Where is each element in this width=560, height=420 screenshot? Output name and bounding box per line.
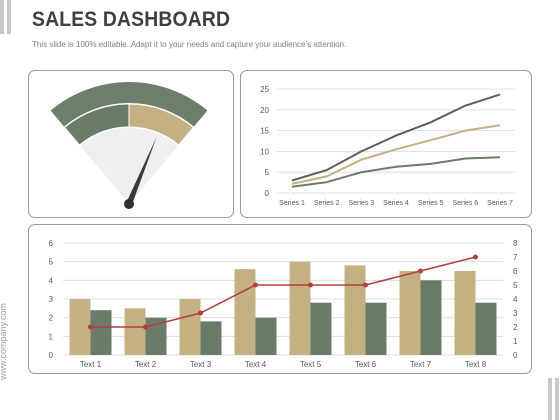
bar-chart-panel: 0 1 2 3 4 5 6 0 1 2 3 4 5 6 7 8 Text 1 Text 2 Text 3 Text 4… [28, 224, 532, 374]
line-chart-y-tick: 10 [260, 147, 269, 156]
bar-series-2 [420, 280, 442, 355]
bar-series-1 [454, 271, 476, 355]
bar-chart-y2-tick: 4 [513, 295, 518, 304]
gauge-panel [28, 70, 234, 218]
combo-line-point [418, 268, 423, 274]
line-chart-panel: 0 5 10 15 20 25 Series 1 Series 2 Series 3 Series… [240, 70, 532, 218]
bar-series-1 [124, 308, 146, 355]
page-title: SALES DASHBOARD [32, 8, 231, 31]
combo-line-point [143, 324, 148, 330]
page-subtitle: This slide is 100% editable. Adapt it to… [32, 40, 347, 49]
bar-chart-y2-tick: 3 [513, 309, 518, 318]
gauge-outer-band [50, 82, 208, 127]
line-chart-x-tick: Series 1 [279, 200, 305, 207]
line-chart-x-tick: Series 6 [452, 200, 478, 207]
bar-chart-y2-tick: 5 [513, 281, 518, 290]
bar-series-2 [310, 302, 332, 355]
line-series-2 [291, 124, 501, 185]
bar-chart-y2-tick: 7 [513, 253, 518, 262]
watermark-text: www.company.com [0, 303, 8, 380]
bar-chart-y2-tick: 1 [513, 337, 518, 346]
corner-accent-bottom-right [548, 378, 552, 420]
gauge-needle [126, 137, 157, 206]
bar-chart-y2-tick: 6 [513, 267, 518, 276]
bar-chart-y2-tick: 0 [513, 351, 518, 360]
bar-chart-y-tick: 1 [49, 332, 54, 341]
corner-accent-top-left-inner [7, 0, 11, 34]
bar-chart-y-tick: 3 [49, 295, 54, 304]
bar-chart-x-tick: Text 5 [300, 360, 322, 369]
bar-series-1 [289, 261, 311, 355]
bar-series-1 [344, 265, 366, 355]
combo-line-point [253, 282, 258, 288]
line-series-1 [291, 93, 501, 182]
bar-series-2 [200, 321, 222, 355]
corner-accent-top-left [0, 0, 4, 34]
bar-chart-x-tick: Text 3 [190, 360, 212, 369]
gauge-chart [50, 82, 208, 209]
combo-line-point [198, 310, 203, 316]
bar-chart-x-tick: Text 7 [410, 360, 432, 369]
bar-chart-x-tick: Text 1 [80, 360, 102, 369]
line-series-3 [291, 156, 501, 188]
bar-chart-y-tick: 6 [49, 239, 54, 248]
line-chart-y-tick: 20 [260, 106, 269, 115]
bar-chart-x-tick: Text 6 [355, 360, 377, 369]
bar-series-2 [90, 310, 112, 355]
bar-series-1 [234, 269, 256, 355]
line-chart-x-tick: Series 7 [487, 200, 513, 207]
line-chart-y-tick: 0 [265, 189, 270, 198]
bar-chart-x-tick: Text 8 [465, 360, 487, 369]
bar-series-1 [179, 299, 201, 355]
bar-series-2 [475, 302, 497, 355]
bar-chart-y2-tick: 8 [513, 239, 518, 248]
bar-chart-y-tick: 0 [49, 351, 54, 360]
bar-chart-y-tick: 5 [49, 258, 54, 267]
line-chart-x-tick: Series 4 [383, 200, 409, 207]
combo-line-series [90, 256, 476, 328]
bar-series-2 [365, 302, 387, 355]
combo-line-point [88, 324, 93, 330]
combo-line-point [308, 282, 313, 288]
gauge-needle-hub [124, 199, 134, 209]
bar-series-1 [69, 299, 91, 355]
bar-chart-x-tick: Text 2 [135, 360, 157, 369]
bar-chart-y2-tick: 2 [513, 323, 518, 332]
line-chart-x-tick: Series 3 [348, 200, 374, 207]
bar-series-1 [399, 271, 421, 355]
gauge-segment-right [128, 103, 194, 146]
combo-line-point [473, 254, 478, 260]
line-chart-x-tick: Series 2 [314, 200, 340, 207]
line-chart: 0 5 10 15 20 25 Series 1 Series 2 Series 3 Series… [260, 85, 515, 207]
bar-series-2 [255, 317, 277, 355]
bar-chart-x-tick: Text 4 [245, 360, 267, 369]
line-chart-y-tick: 5 [265, 168, 270, 177]
line-chart-y-tick: 15 [260, 127, 269, 136]
gauge-inner-sector [80, 128, 178, 204]
bar-line-combo-chart: 0 1 2 3 4 5 6 0 1 2 3 4 5 6 7 8 Text 1 Text 2 Text 3 Text 4… [49, 239, 518, 369]
bar-series-2 [145, 317, 167, 355]
corner-accent-bottom-right-inner [555, 378, 559, 420]
combo-line-point [363, 282, 368, 288]
bar-chart-y-tick: 2 [49, 314, 54, 323]
bar-chart-y-tick: 4 [49, 276, 54, 285]
line-chart-x-tick: Series 5 [418, 200, 444, 207]
line-chart-y-tick: 25 [260, 85, 269, 94]
